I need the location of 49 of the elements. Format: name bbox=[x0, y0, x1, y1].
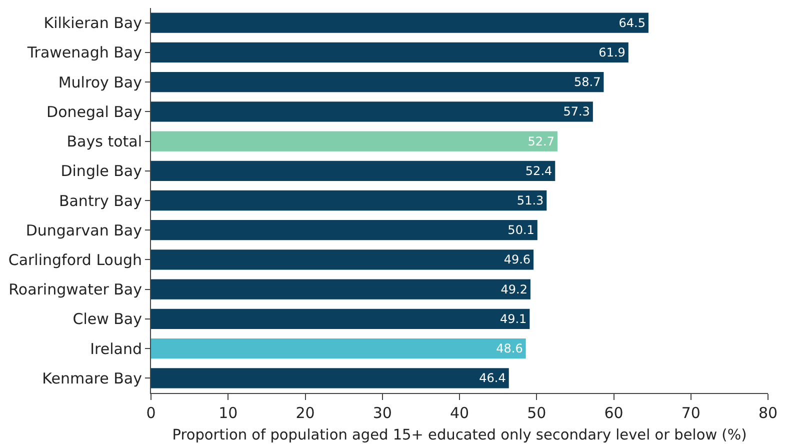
x-tick-label: 80 bbox=[758, 404, 778, 422]
data-label: 52.4 bbox=[525, 164, 552, 178]
bar bbox=[151, 131, 558, 152]
x-tick-label: 20 bbox=[296, 404, 315, 422]
data-label: 46.4 bbox=[479, 371, 506, 386]
data-label: 49.1 bbox=[500, 312, 527, 326]
data-label: 49.6 bbox=[504, 252, 531, 267]
bar bbox=[151, 279, 530, 300]
x-tick-label: 10 bbox=[218, 404, 238, 422]
y-tick-label: Clew Bay bbox=[72, 310, 142, 328]
x-tick-label: 70 bbox=[681, 404, 700, 422]
data-label: 51.3 bbox=[516, 194, 544, 208]
data-label: 57.3 bbox=[563, 104, 590, 119]
bar bbox=[151, 160, 556, 181]
x-tick-label: 0 bbox=[146, 404, 156, 422]
y-tick-label: Bantry Bay bbox=[58, 192, 142, 210]
y-tick-label: Kilkieran Bay bbox=[44, 14, 142, 32]
bar bbox=[151, 190, 547, 211]
bar bbox=[151, 12, 648, 33]
y-tick-label: Dingle Bay bbox=[60, 162, 142, 180]
y-tick-label: Dungarvan Bay bbox=[26, 221, 142, 240]
y-tick-label: Ireland bbox=[90, 340, 142, 358]
data-label: 58.7 bbox=[574, 75, 601, 90]
x-tick-label: 30 bbox=[372, 404, 392, 422]
x-tick-label: 60 bbox=[604, 404, 624, 422]
x-tick-label: 50 bbox=[527, 404, 546, 422]
x-tick-label: 40 bbox=[450, 404, 470, 422]
bar bbox=[151, 250, 534, 270]
data-label: 52.7 bbox=[528, 134, 554, 148]
data-label: 48.6 bbox=[496, 342, 523, 356]
bar bbox=[151, 308, 530, 330]
y-tick-label: Carlingford Lough bbox=[8, 250, 142, 269]
bar bbox=[151, 220, 538, 240]
bar bbox=[151, 72, 604, 92]
bar bbox=[151, 368, 509, 388]
x-axis-title: Proportion of population aged 15+ educated only secondary level or below (%) bbox=[172, 428, 747, 444]
bar bbox=[151, 102, 593, 122]
y-tick-label: Bays total bbox=[66, 132, 142, 151]
data-label: 50.1 bbox=[508, 223, 534, 238]
data-label: 64.5 bbox=[618, 16, 646, 30]
y-tick-label: Roaringwater Bay bbox=[8, 280, 142, 299]
data-label: 49.2 bbox=[500, 282, 528, 296]
y-tick-label: Kenmare Bay bbox=[42, 369, 142, 388]
bar bbox=[151, 42, 628, 62]
y-tick-label: Mulroy Bay bbox=[58, 73, 142, 92]
data-label: 61.9 bbox=[598, 45, 626, 60]
bar bbox=[151, 338, 526, 359]
y-tick-label: Trawenagh Bay bbox=[26, 44, 142, 62]
y-tick-label: Donegal Bay bbox=[46, 102, 142, 121]
